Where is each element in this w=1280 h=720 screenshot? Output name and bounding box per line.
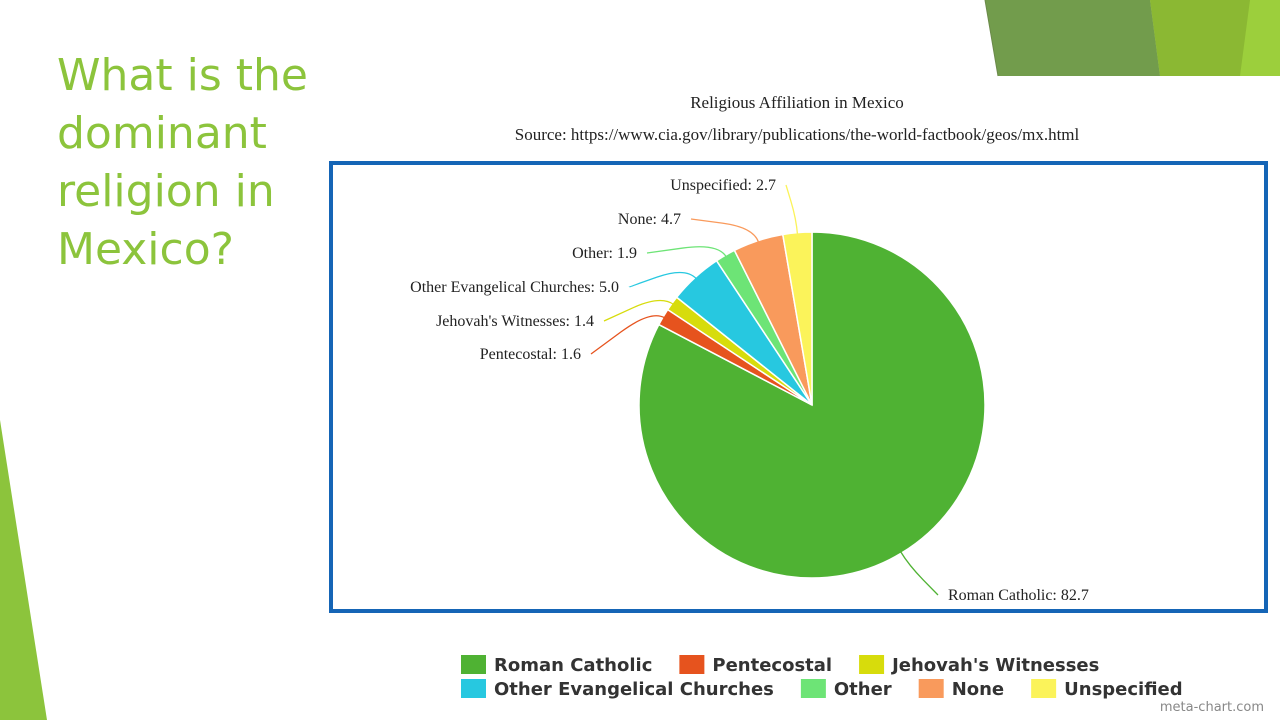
connector-jehovah-s-witnesses — [603, 299, 675, 322]
legend-label-none: None — [952, 679, 1004, 700]
watermark: meta-chart.com — [1160, 700, 1264, 715]
connector-other-evangelical-churches — [628, 271, 697, 288]
pie-slices — [638, 231, 986, 579]
connector-unspecified — [785, 184, 799, 235]
corner-shape-highlight — [1240, 0, 1280, 76]
legend-label-roman-catholic: Roman Catholic — [494, 655, 652, 676]
legend-item-jehovah-s-witnesses: Jehovah's Witnesses — [859, 655, 1099, 676]
legend: Roman Catholic Pentecostal Jehovah's Witne… — [461, 655, 1183, 700]
data-label-jehovah-s-witnesses: Jehovah's Witnesses: 1.4 — [436, 313, 594, 330]
chart-title: Religious Affiliation in Mexico — [690, 93, 904, 112]
legend-item-other-evangelical-churches: Other Evangelical Churches — [461, 679, 774, 700]
data-label-pentecostal: Pentecostal: 1.6 — [480, 346, 581, 363]
legend-swatch-none — [918, 679, 944, 698]
legend-swatch-roman-catholic — [461, 655, 486, 674]
data-label-roman-catholic: Roman Catholic: 82.7 — [948, 587, 1089, 604]
slice-labels: Roman Catholic: 82.7 Pentecostal: 1.6 Jeho… — [410, 177, 1089, 604]
data-label-unspecified: Unspecified: 2.7 — [670, 177, 776, 194]
legend-item-none: None — [918, 679, 1004, 700]
legend-swatch-jehovah-s-witnesses — [859, 655, 885, 674]
slide-title: What is the dominant religion in Mexico? — [57, 50, 308, 275]
legend-label-jehovah-s-witnesses: Jehovah's Witnesses — [890, 655, 1099, 676]
connector-none — [690, 218, 760, 243]
legend-label-unspecified: Unspecified — [1064, 679, 1183, 700]
left-edge-shape — [0, 420, 47, 720]
legend-item-other: Other — [800, 679, 892, 700]
legend-item-roman-catholic: Roman Catholic — [461, 655, 652, 676]
connector-roman-catholic — [899, 551, 939, 596]
connector-other — [646, 246, 727, 258]
legend-item-unspecified: Unspecified — [1031, 679, 1183, 700]
chart-subtitle: Source: https://www.cia.gov/library/publ… — [515, 125, 1080, 144]
legend-swatch-other-evangelical-churches — [461, 679, 486, 698]
chart-frame — [329, 161, 1268, 613]
corner-shape-mid — [985, 0, 1160, 76]
legend-label-pentecostal: Pentecostal — [712, 655, 832, 676]
legend-swatch-pentecostal — [679, 655, 705, 674]
legend-swatch-unspecified — [1031, 679, 1057, 698]
data-label-other: Other: 1.9 — [572, 245, 637, 262]
corner-line — [984, 0, 999, 77]
legend-swatch-other — [800, 679, 826, 698]
connector-pentecostal — [590, 315, 666, 355]
legend-item-pentecostal: Pentecostal — [679, 655, 832, 676]
data-label-none: None: 4.7 — [618, 211, 681, 228]
legend-label-other: Other — [834, 679, 892, 700]
legend-label-other-evangelical-churches: Other Evangelical Churches — [494, 679, 774, 700]
data-label-other-evangelical-churches: Other Evangelical Churches: 5.0 — [410, 279, 619, 296]
